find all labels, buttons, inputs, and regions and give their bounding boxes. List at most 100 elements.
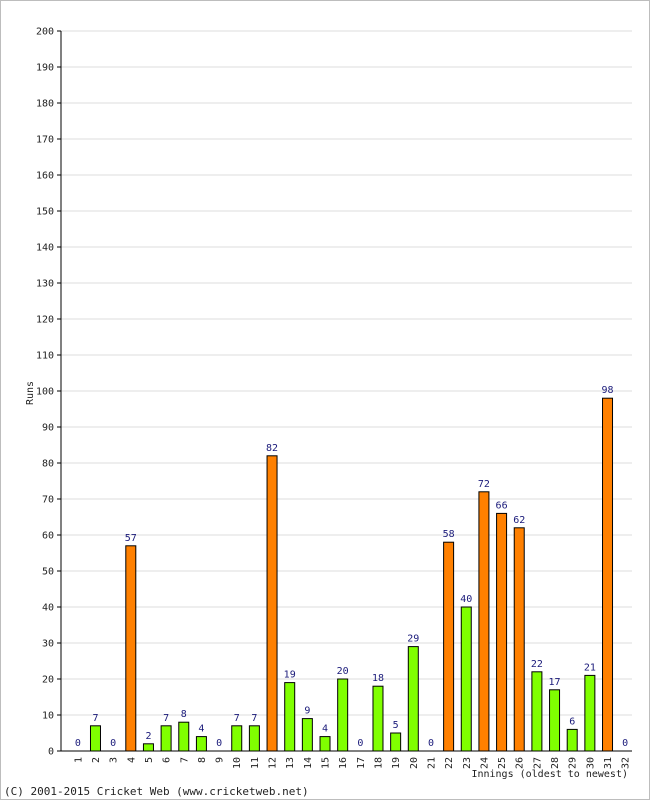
data-label-innings-27: 22 (531, 659, 543, 670)
x-tick-label-innings-30: 30 (585, 757, 596, 769)
data-label-innings-13: 19 (284, 670, 296, 681)
x-tick-label-innings-2: 2 (91, 757, 102, 763)
data-label-innings-15: 4 (322, 724, 328, 735)
x-tick-label-innings-31: 31 (603, 757, 614, 769)
y-tick-label: 100 (36, 387, 54, 398)
data-label-innings-14: 9 (304, 706, 310, 717)
x-tick-label-innings-13: 13 (285, 757, 296, 769)
y-tick-label: 140 (36, 243, 54, 254)
x-tick-label-innings-27: 27 (532, 757, 543, 769)
data-label-innings-5: 2 (145, 731, 151, 742)
x-tick-label-innings-8: 8 (197, 757, 208, 763)
x-tick-label-innings-16: 16 (338, 757, 349, 769)
x-tick-label-innings-7: 7 (179, 757, 190, 763)
bar-innings-12 (266, 455, 278, 752)
y-tick-label: 50 (42, 567, 54, 578)
x-tick-label-innings-18: 18 (373, 757, 384, 769)
y-tick-label: 170 (36, 135, 54, 146)
x-tick-label-innings-6: 6 (162, 757, 173, 763)
x-axis-title: Innings (oldest to newest) (471, 769, 628, 780)
x-tick-label-innings-25: 25 (497, 757, 508, 769)
y-tick-label: 30 (42, 639, 54, 650)
x-tick-label-innings-24: 24 (479, 757, 490, 769)
x-tick-label-innings-1: 1 (73, 757, 84, 763)
data-label-innings-21: 0 (428, 738, 434, 749)
bar-innings-29 (566, 728, 578, 752)
x-tick-label-innings-21: 21 (426, 757, 437, 769)
bar-innings-15 (319, 736, 331, 752)
data-label-innings-12: 82 (266, 443, 278, 454)
x-tick-label-innings-15: 15 (321, 757, 332, 769)
data-label-innings-17: 0 (357, 738, 363, 749)
x-tick-label-innings-12: 12 (268, 757, 279, 769)
y-tick-label: 20 (42, 675, 54, 686)
x-tick-label-innings-10: 10 (232, 757, 243, 769)
bar-innings-27 (531, 671, 543, 752)
x-tick-label-innings-14: 14 (303, 757, 314, 769)
x-tick-label-innings-23: 23 (462, 757, 473, 769)
bar-innings-26 (513, 527, 525, 752)
x-tick-label-innings-5: 5 (144, 757, 155, 763)
bar-innings-19 (390, 732, 402, 752)
data-label-innings-22: 58 (443, 529, 455, 540)
bar-innings-8 (195, 736, 207, 752)
bar-innings-23 (460, 606, 472, 752)
data-label-innings-16: 20 (337, 666, 349, 677)
bar-innings-24 (478, 491, 490, 752)
bar-innings-28 (549, 689, 561, 752)
data-label-innings-20: 29 (407, 634, 419, 645)
data-label-innings-10: 7 (234, 713, 240, 724)
y-tick-label: 150 (36, 207, 54, 218)
y-tick-label: 40 (42, 603, 54, 614)
grid-lines (61, 30, 632, 716)
data-label-innings-32: 0 (622, 738, 628, 749)
data-label-innings-6: 7 (163, 713, 169, 724)
bar-innings-10 (231, 725, 243, 752)
y-tick-label: 190 (36, 63, 54, 74)
data-label-innings-30: 21 (584, 662, 596, 673)
copyright-footer: (C) 2001-2015 Cricket Web (www.cricketwe… (4, 785, 309, 798)
bar-innings-4 (125, 545, 137, 752)
data-label-innings-24: 72 (478, 479, 490, 490)
y-tick-label: 10 (42, 711, 54, 722)
y-tick-label: 120 (36, 315, 54, 326)
data-label-innings-26: 62 (513, 515, 525, 526)
y-tick-label: 90 (42, 423, 54, 434)
x-tick-label-innings-32: 32 (621, 757, 632, 769)
data-label-innings-18: 18 (372, 673, 384, 684)
data-label-innings-8: 4 (198, 724, 204, 735)
y-axis-title: Runs (25, 381, 36, 405)
x-tick-label-innings-28: 28 (550, 757, 561, 769)
x-tick-label-innings-19: 19 (391, 757, 402, 769)
bar-innings-20 (407, 646, 419, 752)
data-label-innings-7: 8 (181, 709, 187, 720)
x-tick-label-innings-26: 26 (515, 757, 526, 769)
x-axis-ticks: 1 2 3 4 5 6 7 8 9 10 11 12 13 14 15 16 17 18 19 20 21 22 23 24 2… (73, 757, 631, 769)
bar-innings-2 (89, 725, 101, 752)
y-axis-ticks: 0 10 20 30 40 50 60 70 80 90 100 110 120 130 140 150 160… (36, 27, 61, 758)
x-tick-label-innings-20: 20 (409, 757, 420, 769)
y-tick-label: 0 (48, 747, 54, 758)
y-tick-label: 60 (42, 531, 54, 542)
bar-innings-18 (372, 685, 384, 752)
bars (89, 397, 614, 752)
data-label-innings-19: 5 (393, 720, 399, 731)
x-tick-label-innings-3: 3 (109, 757, 120, 763)
bar-innings-22 (443, 541, 455, 752)
y-tick-label: 180 (36, 99, 54, 110)
data-label-innings-31: 98 (601, 385, 613, 396)
y-tick-label: 200 (36, 27, 54, 38)
data-label-innings-1: 0 (75, 738, 81, 749)
y-tick-label: 110 (36, 351, 54, 362)
y-tick-label: 160 (36, 171, 54, 182)
bar-innings-7 (178, 721, 190, 752)
bar-innings-14 (301, 718, 313, 752)
bar-innings-11 (248, 725, 260, 752)
data-label-innings-9: 0 (216, 738, 222, 749)
data-label-innings-25: 66 (496, 500, 508, 511)
data-label-innings-11: 7 (251, 713, 257, 724)
bar-innings-13 (284, 682, 296, 752)
bar-innings-31 (602, 397, 614, 752)
